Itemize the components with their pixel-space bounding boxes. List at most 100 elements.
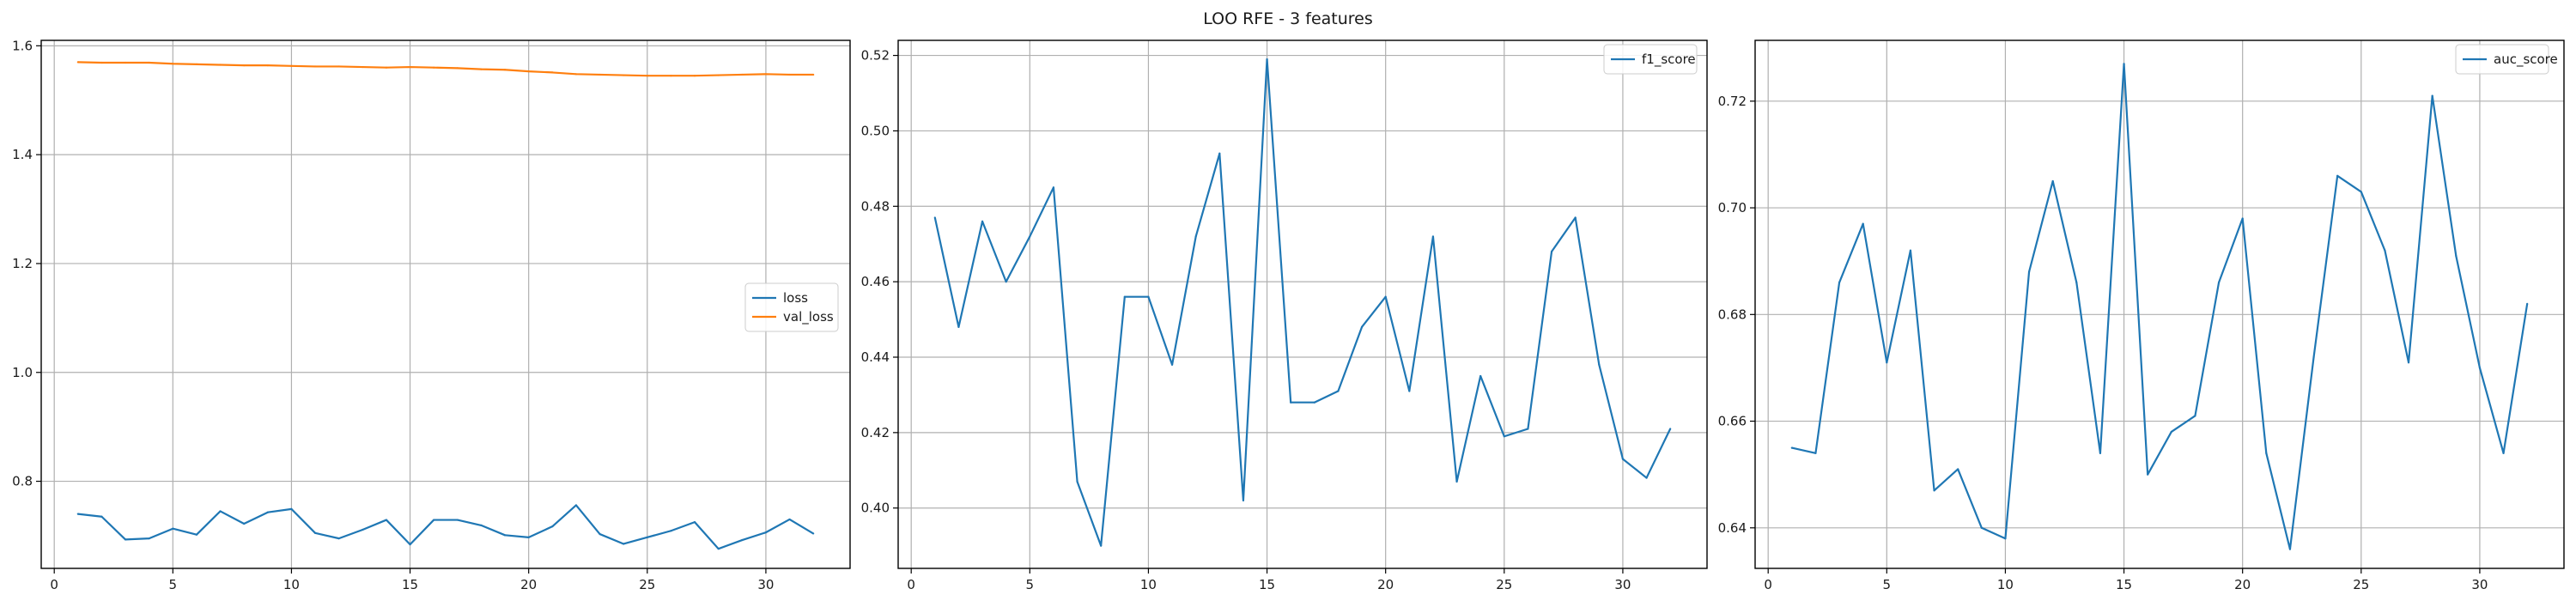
data-point-f1_score xyxy=(1337,390,1340,392)
y-tick-label: 1.6 xyxy=(12,38,33,53)
y-tick-label: 0.64 xyxy=(1718,520,1747,536)
data-point-f1_score xyxy=(1669,428,1672,430)
data-point-f1_score xyxy=(1360,325,1364,328)
data-point-f1_score xyxy=(1076,480,1078,483)
series-line-f1_score xyxy=(933,58,1672,547)
data-point-auc_score xyxy=(2099,452,2102,454)
x-tick-label: 5 xyxy=(169,577,178,592)
data-point-auc_score xyxy=(2147,473,2149,476)
y-tick-label: 0.52 xyxy=(861,48,890,64)
data-point-f1_score xyxy=(1242,499,1245,502)
data-point-val_loss xyxy=(551,71,554,74)
data-point-val_loss xyxy=(195,63,198,65)
x-tick-label: 20 xyxy=(520,577,537,592)
data-point-val_loss xyxy=(741,73,744,76)
data-point-f1_score xyxy=(1194,235,1197,238)
legend-label-f1_score: f1_score xyxy=(1642,52,1696,68)
x-tick-label: 25 xyxy=(639,577,655,592)
data-point-loss xyxy=(148,537,150,540)
y-tick-label: 0.66 xyxy=(1718,414,1747,429)
data-point-f1_score xyxy=(1574,216,1577,219)
data-point-val_loss xyxy=(313,65,317,68)
data-point-val_loss xyxy=(385,66,388,69)
data-point-f1_score xyxy=(1598,363,1601,366)
data-point-auc_score xyxy=(1980,526,1983,529)
x-tick-label: 0 xyxy=(1764,577,1772,592)
data-point-f1_score xyxy=(1290,401,1292,404)
data-point-loss xyxy=(551,525,554,528)
data-point-f1_score xyxy=(933,216,936,219)
data-point-loss xyxy=(76,513,79,515)
data-point-val_loss xyxy=(527,70,530,73)
data-point-f1_score xyxy=(1147,295,1150,298)
data-point-auc_score xyxy=(2265,452,2268,454)
data-point-val_loss xyxy=(243,64,246,67)
data-point-auc_score xyxy=(2004,537,2007,540)
data-point-auc_score xyxy=(2027,270,2031,273)
data-point-auc_score xyxy=(2478,367,2482,369)
data-point-f1_score xyxy=(1621,458,1625,460)
y-tick-label: 0.72 xyxy=(1718,94,1747,109)
y-tick-label: 0.8 xyxy=(12,474,33,489)
data-point-auc_score xyxy=(1790,446,1793,449)
data-point-loss xyxy=(646,536,648,538)
data-point-auc_score xyxy=(2526,302,2529,305)
data-point-loss xyxy=(409,543,411,546)
data-point-val_loss xyxy=(148,61,150,64)
data-point-loss xyxy=(741,538,744,542)
data-point-f1_score xyxy=(981,220,984,222)
x-tick-label: 5 xyxy=(1883,577,1892,592)
data-point-loss xyxy=(219,510,222,513)
data-point-auc_score xyxy=(2502,452,2505,454)
data-point-f1_score xyxy=(1170,363,1174,366)
data-point-auc_score xyxy=(1909,249,1912,252)
data-point-auc_score xyxy=(2336,174,2339,177)
y-tick-label: 1.0 xyxy=(12,365,33,380)
legend-label-auc_score: auc_score xyxy=(2494,52,2558,68)
data-point-loss xyxy=(361,528,364,531)
series-line-loss xyxy=(77,504,814,550)
data-point-loss xyxy=(433,519,435,521)
data-point-auc_score xyxy=(2312,355,2315,359)
x-tick-label: 30 xyxy=(1614,577,1631,592)
data-point-auc_score xyxy=(2075,281,2078,284)
subplot-2: 0 5 10 15 20 25 30 0.40 0.42 0.44 0.46 0.48 0.50 0.52… xyxy=(861,39,1708,592)
y-tick-label: 0.46 xyxy=(861,274,890,289)
x-tick-label: 15 xyxy=(402,577,418,592)
data-point-auc_score xyxy=(2217,281,2221,284)
data-point-loss xyxy=(764,531,768,534)
data-point-loss xyxy=(243,522,246,525)
data-point-val_loss xyxy=(717,74,720,76)
data-point-loss xyxy=(574,504,578,507)
y-tick-label: 1.2 xyxy=(12,256,33,271)
data-point-loss xyxy=(480,524,483,527)
data-point-loss xyxy=(385,519,388,521)
data-point-val_loss xyxy=(172,63,174,65)
x-tick-label: 25 xyxy=(1496,577,1512,592)
figure-title: LOO RFE - 3 features xyxy=(1203,9,1373,28)
data-point-loss xyxy=(598,532,601,536)
data-point-val_loss xyxy=(337,65,340,68)
data-point-val_loss xyxy=(266,64,269,67)
data-point-loss xyxy=(290,507,293,510)
axes-frame xyxy=(40,39,851,569)
y-tick-label: 0.48 xyxy=(861,198,890,214)
legend-label-loss: loss xyxy=(783,290,808,306)
data-point-loss xyxy=(812,532,815,535)
data-point-val_loss xyxy=(764,73,768,76)
data-point-f1_score xyxy=(1313,401,1315,404)
data-point-loss xyxy=(100,515,103,518)
data-point-f1_score xyxy=(1503,435,1505,438)
data-point-auc_score xyxy=(2170,430,2172,434)
y-tick-label: 1.4 xyxy=(12,147,33,162)
axes-frame xyxy=(1754,39,2565,569)
data-point-auc_score xyxy=(2360,191,2362,193)
data-point-val_loss xyxy=(290,64,293,67)
data-point-auc_score xyxy=(2194,415,2196,417)
data-point-val_loss xyxy=(623,74,625,76)
data-point-auc_score xyxy=(2384,249,2386,252)
subplot-3: 0 5 10 15 20 25 30 0.64 0.66 0.68 0.70 0.72 auc_scor… xyxy=(1718,39,2565,592)
data-point-auc_score xyxy=(2288,548,2292,550)
